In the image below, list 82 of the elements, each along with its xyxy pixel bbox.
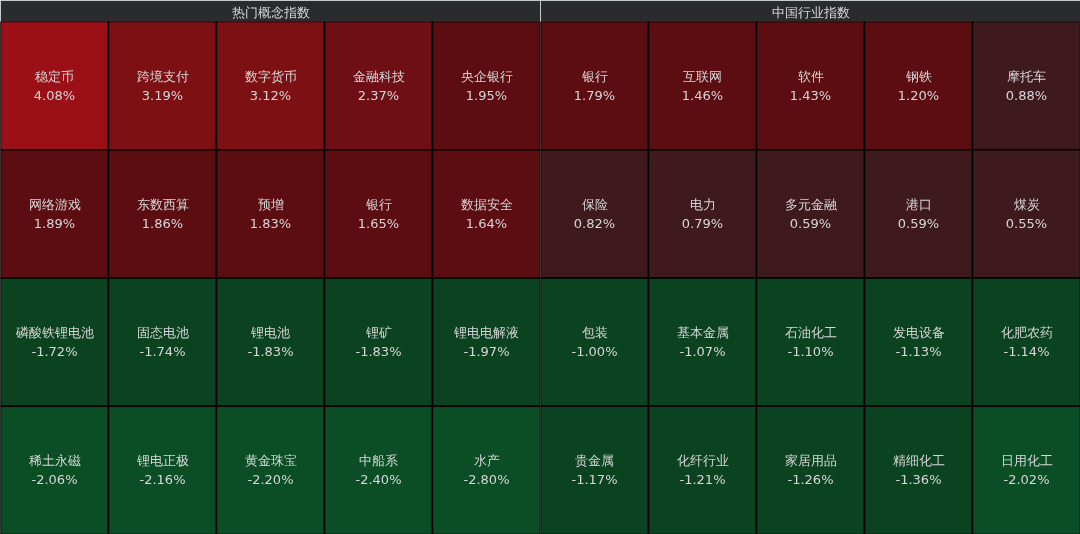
category-label: 网络游戏	[28, 196, 81, 212]
data-label: 1.20%	[897, 87, 940, 103]
data-label: 1.46%	[681, 87, 724, 103]
data-label: 0.59%	[897, 215, 940, 231]
category-label: 中船系	[359, 453, 398, 469]
data-label: 2.37%	[357, 87, 400, 103]
category-label: 央企银行	[460, 68, 513, 84]
data-label: 3.12%	[249, 87, 292, 103]
data-label: -2.40%	[355, 472, 402, 488]
category-label: 化纤行业	[676, 453, 729, 469]
data-label: -1.17%	[571, 472, 618, 488]
category-label: 固态电池	[136, 325, 189, 341]
data-label: -1.13%	[895, 344, 942, 360]
data-label: -1.83%	[247, 344, 294, 360]
data-label: -1.74%	[139, 344, 186, 360]
data-label: -2.20%	[247, 472, 294, 488]
data-label: -1.36%	[895, 472, 942, 488]
category-label: 数字货币	[244, 68, 297, 84]
data-label: 0.59%	[789, 215, 832, 231]
category-label: 电力	[689, 196, 716, 212]
category-label: 发电设备	[892, 325, 945, 341]
data-label: -1.10%	[787, 344, 834, 360]
data-label: 1.43%	[789, 87, 832, 103]
category-label: 水产	[473, 453, 500, 469]
category-label: 互联网	[683, 68, 722, 84]
data-label: -1.83%	[355, 344, 402, 360]
category-label: 稳定币	[35, 68, 74, 84]
data-label: -1.21%	[679, 472, 726, 488]
data-label: 1.83%	[249, 215, 292, 231]
data-label: -1.07%	[679, 344, 726, 360]
data-label: -1.26%	[787, 472, 834, 488]
category-label: 基本金属	[676, 325, 729, 341]
category-label: 稀土永磁	[28, 453, 81, 469]
category-label: 日用化工	[1000, 453, 1053, 469]
category-label: 银行	[364, 196, 392, 212]
category-label: 煤炭	[1013, 196, 1040, 212]
data-label: 0.55%	[1005, 215, 1048, 231]
category-label: 石油化工	[784, 325, 837, 341]
data-label: 0.82%	[573, 215, 616, 231]
category-label: 贵金属	[575, 453, 614, 469]
category-label: 跨境支付	[136, 68, 189, 84]
data-label: 3.19%	[141, 87, 184, 103]
category-label: 摩托车	[1007, 68, 1046, 84]
data-label: -2.16%	[139, 472, 186, 488]
category-label: 港口	[905, 196, 932, 212]
text: 热门概念指数	[231, 4, 310, 20]
category-label: 锂电正极	[135, 453, 189, 469]
data-label: -2.06%	[31, 472, 78, 488]
category-label: 保险	[581, 196, 608, 212]
category-label: 多元金融	[784, 196, 837, 212]
category-label: 锂电电解液	[453, 325, 519, 341]
category-label: 包装	[581, 325, 608, 341]
data-label: 1.95%	[465, 87, 508, 103]
data-label: 0.79%	[681, 215, 724, 231]
category-label: 软件	[797, 68, 824, 84]
category-label: 数据安全	[460, 196, 513, 212]
category-label: 磷酸铁锂电池	[14, 325, 94, 341]
data-label: 1.65%	[357, 215, 400, 231]
data-label: -1.72%	[31, 344, 78, 360]
data-label: 1.89%	[33, 215, 76, 231]
category-label: 家居用品	[784, 453, 837, 469]
data-label: 4.08%	[33, 87, 76, 103]
category-label: 东数西算	[136, 196, 189, 212]
data-label: -2.02%	[1003, 472, 1050, 488]
text: 中国行业指数	[771, 4, 850, 20]
data-label: 1.86%	[141, 215, 184, 231]
category-label: 精细化工	[892, 453, 945, 469]
data-label: 0.88%	[1005, 87, 1048, 103]
category-label: 锂电池	[250, 325, 290, 341]
category-label: 金融科技	[352, 68, 405, 84]
data-label: -1.97%	[463, 344, 510, 360]
data-label: 1.79%	[573, 87, 616, 103]
category-label: 化肥农药	[1000, 325, 1053, 341]
data-label: 1.64%	[465, 215, 508, 231]
category-label: 银行	[580, 68, 608, 84]
category-label: 钢铁	[904, 68, 932, 84]
data-label: -2.80%	[463, 472, 510, 488]
data-label: -1.00%	[571, 344, 618, 360]
data-label: -1.14%	[1003, 344, 1050, 360]
category-label: 预增	[257, 196, 284, 212]
category-label: 黄金珠宝	[244, 453, 297, 469]
category-label: 锂矿	[364, 325, 392, 341]
